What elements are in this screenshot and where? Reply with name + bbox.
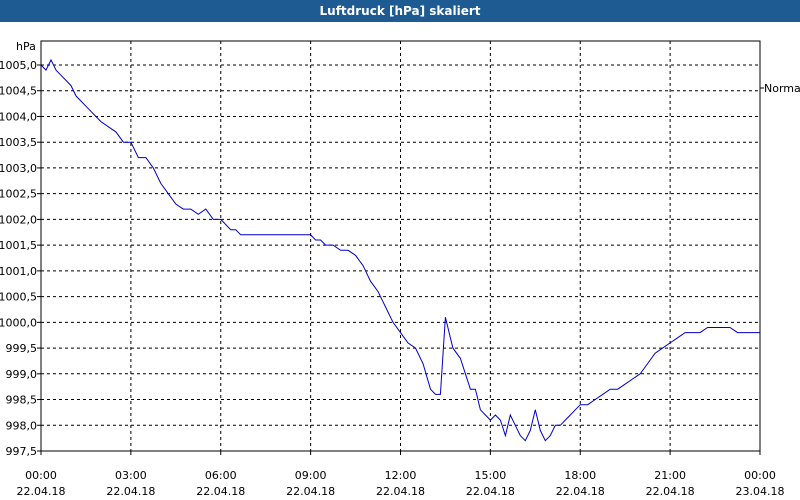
y-tick-label: 1002,5: [0, 188, 37, 201]
x-tick-date: 22.04.18: [106, 485, 155, 498]
x-tick-date: 22.04.18: [286, 485, 335, 498]
y-tick-label: 1000,5: [0, 291, 37, 304]
y-tick-label: 997,5: [6, 445, 38, 458]
x-tick-time: 18:00: [564, 469, 596, 482]
y-tick-label: 1003,5: [0, 136, 37, 149]
x-tick-time: 15:00: [475, 469, 507, 482]
x-tick-date: 22.04.18: [466, 485, 515, 498]
y-tick-label: 998,0: [6, 419, 38, 432]
x-tick-date: 23.04.18: [736, 485, 785, 498]
x-tick-date: 22.04.18: [17, 485, 66, 498]
x-tick-date: 22.04.18: [376, 485, 425, 498]
chart-title: Luftdruck [hPa] skaliert: [0, 0, 800, 22]
y-tick-label: 998,5: [6, 394, 38, 407]
x-tick-date: 22.04.18: [196, 485, 245, 498]
y-tick-label: 1002,0: [0, 213, 37, 226]
x-tick-time: 03:00: [115, 469, 147, 482]
y-tick-label: 999,5: [6, 342, 38, 355]
x-tick-time: 12:00: [385, 469, 417, 482]
x-tick-time: 21:00: [654, 469, 686, 482]
series-line: [40, 58, 760, 442]
y-tick-label: 1004,5: [0, 85, 37, 98]
y-tick-label: 1001,5: [0, 239, 37, 252]
y-tick-label: 1005,0: [0, 59, 37, 72]
y-tick-label: 1004,0: [0, 110, 37, 123]
x-tick-date: 22.04.18: [646, 485, 695, 498]
x-tick-time: 09:00: [295, 469, 327, 482]
y-tick-label: 1003,0: [0, 162, 37, 175]
legend-label: Normal: [764, 82, 800, 95]
x-tick-date: 22.04.18: [556, 485, 605, 498]
y-tick-label: 1001,0: [0, 265, 37, 278]
x-tick-time: 00:00: [25, 469, 57, 482]
x-tick-time: 06:00: [205, 469, 237, 482]
y-tick-label: 999,0: [6, 368, 38, 381]
y-tick-label: 1000,0: [0, 316, 37, 329]
x-tick-time: 00:00: [744, 469, 776, 482]
y-axis-label: hPa: [16, 40, 36, 53]
